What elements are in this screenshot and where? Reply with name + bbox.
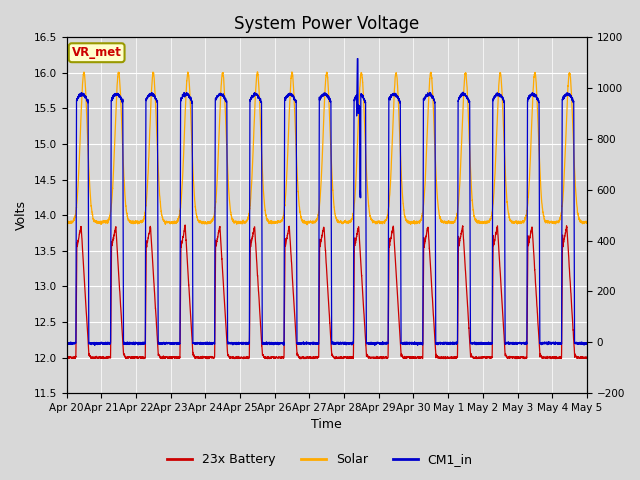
Solar xyxy=(253,69,261,75)
Y-axis label: Volts: Volts xyxy=(15,200,28,230)
Solar xyxy=(472,218,480,224)
CM1_in xyxy=(174,339,182,345)
CM1_in xyxy=(581,341,589,347)
Line: Solar: Solar xyxy=(67,72,587,225)
Title: System Power Voltage: System Power Voltage xyxy=(234,15,419,33)
CM1_in xyxy=(472,341,480,347)
CM1_in xyxy=(168,341,176,347)
Solar xyxy=(581,219,589,225)
CM1_in xyxy=(583,340,591,346)
Line: CM1_in: CM1_in xyxy=(67,59,587,345)
Solar xyxy=(399,191,406,196)
23x Battery xyxy=(168,354,176,360)
23x Battery xyxy=(297,356,305,362)
CM1_in xyxy=(399,341,406,347)
23x Battery xyxy=(257,335,265,340)
23x Battery xyxy=(472,355,480,361)
Line: 23x Battery: 23x Battery xyxy=(67,225,587,359)
Legend: 23x Battery, Solar, CM1_in: 23x Battery, Solar, CM1_in xyxy=(163,448,477,471)
X-axis label: Time: Time xyxy=(311,419,342,432)
Solar xyxy=(583,220,591,226)
Solar xyxy=(63,220,70,226)
CM1_in xyxy=(353,56,361,61)
CM1_in xyxy=(257,98,265,104)
23x Battery xyxy=(181,222,189,228)
23x Battery xyxy=(583,356,591,361)
Solar xyxy=(174,218,182,224)
Text: VR_met: VR_met xyxy=(72,46,122,59)
Solar xyxy=(168,220,176,226)
CM1_in xyxy=(91,342,99,348)
23x Battery xyxy=(399,353,406,359)
Solar xyxy=(303,222,311,228)
23x Battery xyxy=(581,356,589,361)
23x Battery xyxy=(174,354,182,360)
23x Battery xyxy=(63,354,70,360)
Solar xyxy=(257,144,265,149)
CM1_in xyxy=(63,341,70,347)
